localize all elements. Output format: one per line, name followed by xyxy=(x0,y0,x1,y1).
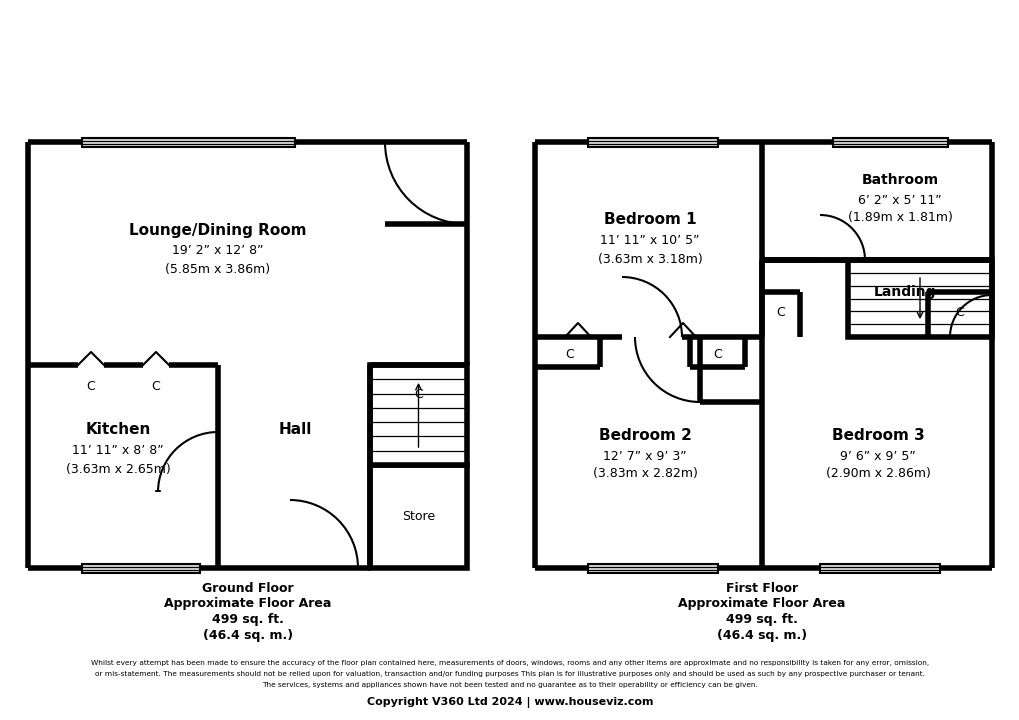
Text: 12’ 7” x 9’ 3”: 12’ 7” x 9’ 3” xyxy=(602,449,686,462)
Text: Whilst every attempt has been made to ensure the accuracy of the floor plan cont: Whilst every attempt has been made to en… xyxy=(91,660,928,666)
Text: (46.4 sq. m.): (46.4 sq. m.) xyxy=(716,629,806,642)
Text: C: C xyxy=(775,305,785,318)
Text: Bathroom: Bathroom xyxy=(861,173,937,187)
Text: (1.89m x 1.81m): (1.89m x 1.81m) xyxy=(847,212,952,225)
Text: 9’ 6” x 9’ 5”: 9’ 6” x 9’ 5” xyxy=(840,449,915,462)
Text: The services, systems and appliances shown have not been tested and no guarantee: The services, systems and appliances sho… xyxy=(262,682,757,688)
Text: 19’ 2” x 12’ 8”: 19’ 2” x 12’ 8” xyxy=(172,245,264,258)
Text: Lounge/Dining Room: Lounge/Dining Room xyxy=(129,222,307,238)
Text: Approximate Floor Area: Approximate Floor Area xyxy=(678,598,845,611)
Text: (3.83m x 2.82m): (3.83m x 2.82m) xyxy=(592,467,697,480)
Text: Copyright V360 Ltd 2024 | www.houseviz.com: Copyright V360 Ltd 2024 | www.houseviz.c… xyxy=(367,696,652,708)
Text: 499 sq. ft.: 499 sq. ft. xyxy=(726,613,797,626)
Text: (2.90m x 2.86m): (2.90m x 2.86m) xyxy=(824,467,929,480)
Text: Store: Store xyxy=(401,510,435,523)
Bar xyxy=(370,465,467,568)
Bar xyxy=(370,365,467,465)
Text: (46.4 sq. m.): (46.4 sq. m.) xyxy=(203,629,292,642)
Text: Kitchen: Kitchen xyxy=(86,423,151,438)
Text: First Floor: First Floor xyxy=(726,582,797,595)
Text: C: C xyxy=(414,389,423,402)
Text: 11’ 11” x 8’ 8”: 11’ 11” x 8’ 8” xyxy=(72,444,164,457)
Text: Bedroom 2: Bedroom 2 xyxy=(598,428,691,443)
Bar xyxy=(587,138,717,146)
Text: C: C xyxy=(152,380,160,394)
Bar xyxy=(82,138,294,146)
Text: Bedroom 3: Bedroom 3 xyxy=(830,428,923,443)
Bar xyxy=(847,260,991,337)
Text: Approximate Floor Area: Approximate Floor Area xyxy=(164,598,331,611)
Bar xyxy=(82,564,200,572)
Bar xyxy=(833,138,947,146)
Text: Ground Floor: Ground Floor xyxy=(202,582,293,595)
Bar xyxy=(587,564,717,572)
Text: C: C xyxy=(566,348,574,361)
Text: C: C xyxy=(87,380,96,394)
Text: (3.63m x 3.18m): (3.63m x 3.18m) xyxy=(597,253,702,266)
Text: 11’ 11” x 10’ 5”: 11’ 11” x 10’ 5” xyxy=(599,235,699,248)
Text: (3.63m x 2.65m): (3.63m x 2.65m) xyxy=(65,462,170,475)
Text: Bedroom 1: Bedroom 1 xyxy=(603,212,696,228)
Text: 6’ 2” x 5’ 11”: 6’ 2” x 5’ 11” xyxy=(857,194,941,207)
Text: Landing: Landing xyxy=(873,285,935,299)
Text: (5.85m x 3.86m): (5.85m x 3.86m) xyxy=(165,263,270,276)
Bar xyxy=(819,564,940,572)
Text: C: C xyxy=(713,348,721,361)
Text: Hall: Hall xyxy=(278,423,312,438)
Text: 499 sq. ft.: 499 sq. ft. xyxy=(212,613,283,626)
Text: C: C xyxy=(955,305,963,318)
Text: or mis-statement. The measurements should not be relied upon for valuation, tran: or mis-statement. The measurements shoul… xyxy=(95,671,924,677)
